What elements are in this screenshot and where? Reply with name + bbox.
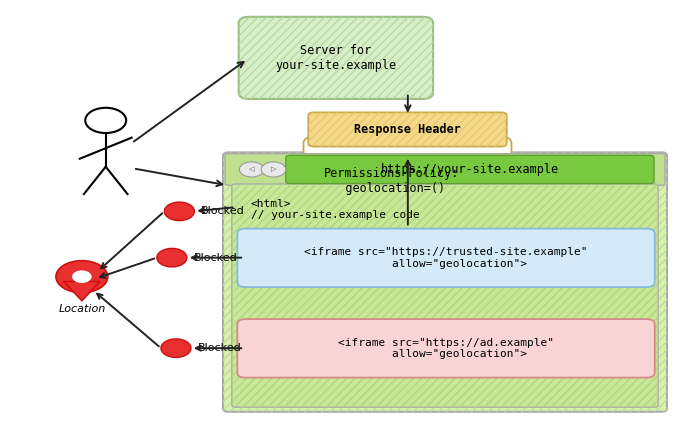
FancyBboxPatch shape (239, 17, 433, 99)
Text: Blocked: Blocked (201, 206, 245, 216)
Circle shape (261, 162, 286, 177)
FancyBboxPatch shape (303, 137, 512, 234)
Circle shape (161, 339, 191, 357)
FancyBboxPatch shape (237, 229, 655, 287)
Text: <html>
// your-site.example code: <html> // your-site.example code (251, 199, 419, 220)
Text: Location: Location (58, 304, 106, 314)
Circle shape (164, 202, 194, 221)
Text: Blocked: Blocked (198, 343, 241, 353)
Circle shape (56, 261, 108, 293)
Text: Response Header: Response Header (354, 123, 461, 136)
Text: https://your-site.example: https://your-site.example (381, 163, 559, 176)
Circle shape (157, 248, 187, 267)
Text: ▷: ▷ (271, 166, 276, 173)
FancyBboxPatch shape (223, 152, 667, 412)
FancyBboxPatch shape (237, 319, 655, 378)
FancyBboxPatch shape (286, 155, 654, 184)
Circle shape (73, 271, 91, 282)
Text: Permissions-Policy:
   geolocation=(): Permissions-Policy: geolocation=() (324, 167, 459, 195)
Polygon shape (63, 282, 100, 301)
Text: ◁: ◁ (249, 166, 254, 173)
Text: <iframe src="https://trusted-site.example"
    allow="geolocation">: <iframe src="https://trusted-site.exampl… (304, 247, 588, 269)
Text: <iframe src="https://ad.example"
    allow="geolocation">: <iframe src="https://ad.example" allow="… (338, 338, 554, 359)
FancyBboxPatch shape (308, 112, 507, 147)
Text: Server for
your-site.example: Server for your-site.example (276, 44, 396, 72)
Circle shape (85, 108, 126, 133)
Circle shape (239, 162, 264, 177)
Text: Blocked: Blocked (194, 253, 238, 263)
FancyBboxPatch shape (225, 154, 665, 185)
FancyBboxPatch shape (232, 184, 658, 407)
